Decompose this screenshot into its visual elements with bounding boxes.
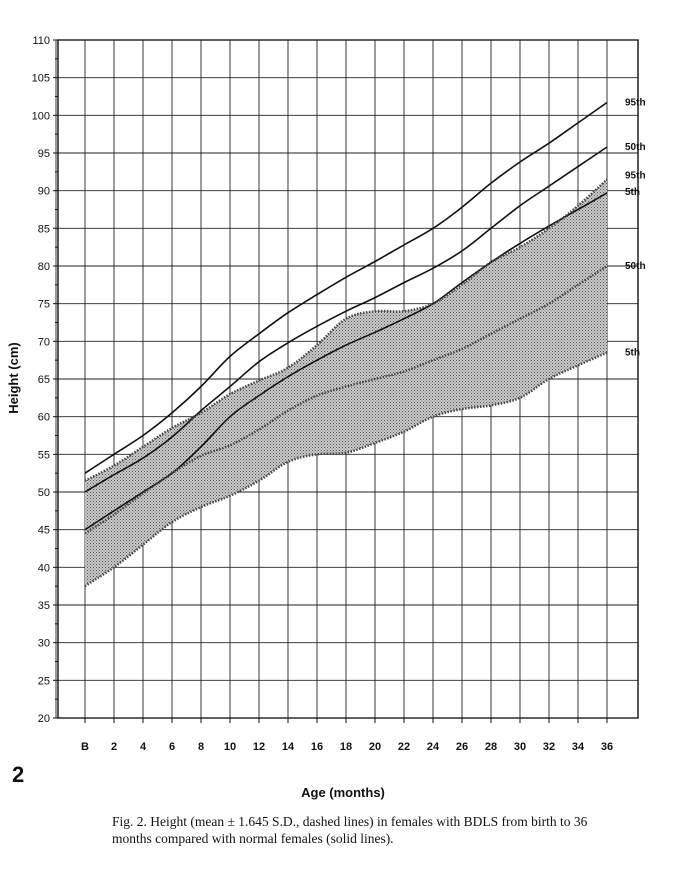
series-label: 5th xyxy=(625,348,640,359)
x-tick-label: 18 xyxy=(340,741,352,753)
y-tick-label: 80 xyxy=(38,261,50,273)
x-tick-label: 20 xyxy=(369,741,381,753)
x-tick-label: 16 xyxy=(311,741,323,753)
y-tick-label: 65 xyxy=(38,374,50,386)
x-tick-label: 4 xyxy=(140,741,147,753)
y-tick-label: 100 xyxy=(32,110,50,122)
x-tick-label: 32 xyxy=(543,741,555,753)
figure-number: 2 xyxy=(12,762,25,787)
x-tick-label: 2 xyxy=(111,741,117,753)
y-tick-label: 30 xyxy=(38,638,50,650)
x-tick-label: 14 xyxy=(282,741,295,753)
x-tick-label: 6 xyxy=(169,741,175,753)
y-tick-label: 70 xyxy=(38,336,50,348)
x-tick-label: 12 xyxy=(253,741,265,753)
chart-lines xyxy=(84,101,608,588)
figure-caption: Fig. 2. Height (mean ± 1.645 S.D., dashe… xyxy=(112,814,588,846)
y-tick-label: 45 xyxy=(38,525,50,537)
x-tick-label: 30 xyxy=(514,741,526,753)
y-tick-label: 105 xyxy=(32,73,50,85)
y-tick-label: 85 xyxy=(38,223,50,235)
y-tick-label: 75 xyxy=(38,299,50,311)
series-label: 50th xyxy=(625,261,646,272)
x-tick-label: B xyxy=(81,741,89,753)
bdls-band xyxy=(85,179,607,587)
x-tick-label: 8 xyxy=(198,741,204,753)
y-axis-title: Height (cm) xyxy=(6,342,21,414)
x-tick-label: 36 xyxy=(601,741,613,753)
x-tick-label: 28 xyxy=(485,741,497,753)
y-tick-label: 110 xyxy=(32,35,50,47)
x-tick-label: 22 xyxy=(398,741,410,753)
x-tick-label: 34 xyxy=(572,741,585,753)
axis-ticks: 20 25 30 35 40 45 50 55 60 65 70 75 80 85 90 95 100 105 11… xyxy=(32,35,613,753)
x-axis-title: Age (months) xyxy=(301,785,385,800)
x-tick-label: 24 xyxy=(427,741,440,753)
y-tick-label: 60 xyxy=(38,412,50,424)
series-label: 5th xyxy=(625,187,640,198)
x-tick-label: 10 xyxy=(224,741,236,753)
series-label: 50th xyxy=(625,142,646,153)
bdls-5th-line xyxy=(84,351,608,588)
y-tick-label: 35 xyxy=(38,600,50,612)
series-label: 95th xyxy=(625,98,646,109)
y-tick-label: 90 xyxy=(38,186,50,198)
y-tick-label: 95 xyxy=(38,148,50,160)
y-tick-label: 50 xyxy=(38,487,50,499)
normal-50th-line xyxy=(84,146,608,493)
y-tick-label: 20 xyxy=(38,713,50,725)
y-tick-label: 25 xyxy=(38,675,50,687)
series-label: 95th xyxy=(625,170,646,181)
x-tick-label: 26 xyxy=(456,741,468,753)
y-tick-label: 40 xyxy=(38,562,50,574)
normal-95th-line xyxy=(84,101,608,474)
bdls-shaded-band xyxy=(85,179,607,587)
series-labels: 95th 50th 5th 95th 50th 5th xyxy=(625,98,646,359)
y-tick-label: 55 xyxy=(38,449,50,461)
bdls-50th-line xyxy=(84,264,608,535)
bdls-95th-line xyxy=(84,178,608,482)
